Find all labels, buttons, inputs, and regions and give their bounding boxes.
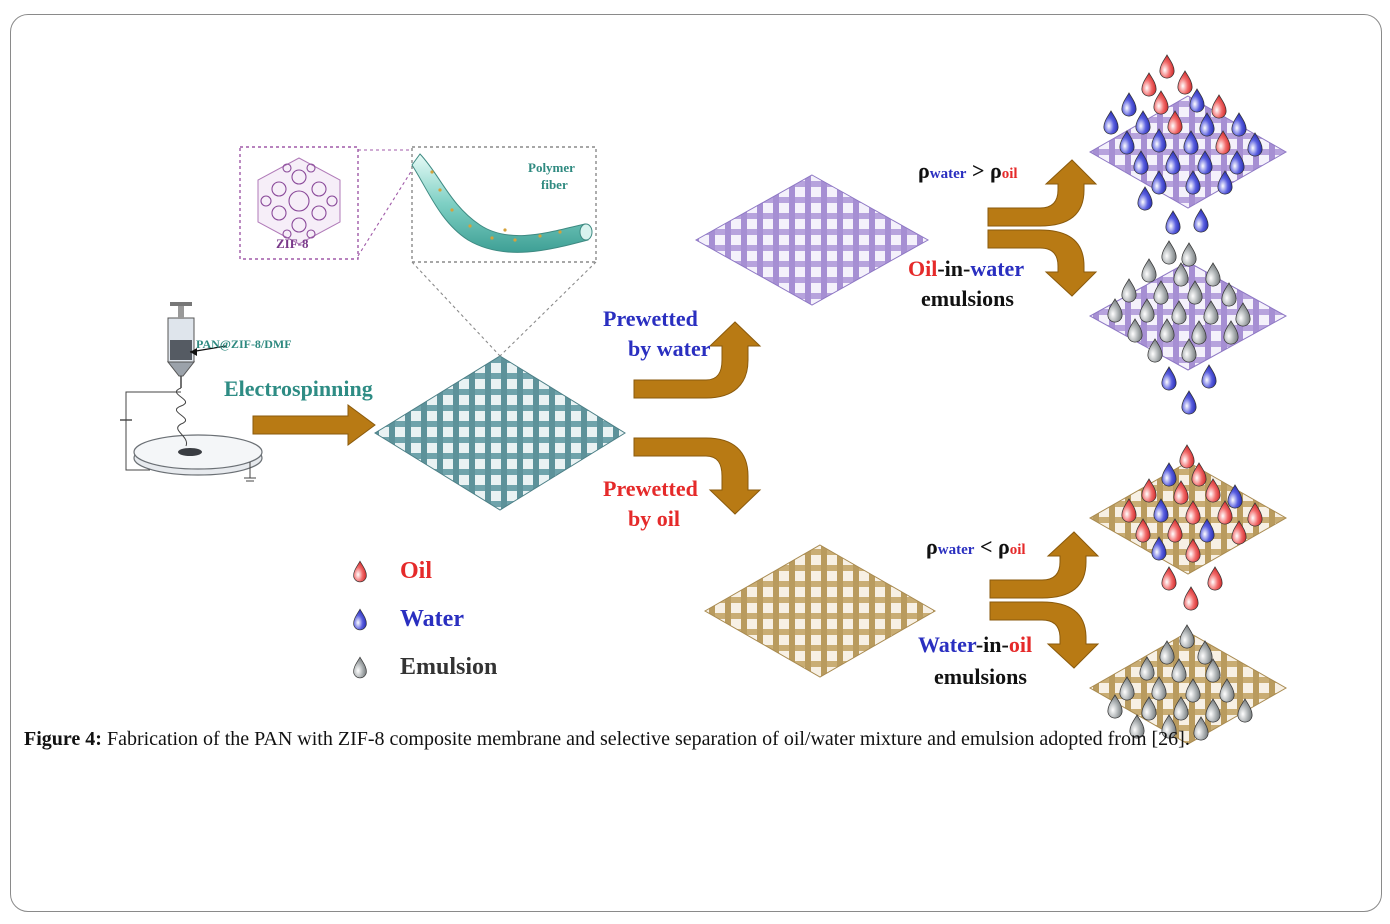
density-upper-rho1: ρ [918, 158, 930, 183]
membrane-gold [703, 544, 937, 678]
density-lower-rho1: ρ [926, 534, 938, 559]
caption-label: Figure 4: [24, 728, 102, 750]
legend-emulsion-icon [353, 656, 367, 679]
prewetted-oil-line1: Prewetted [603, 476, 698, 501]
prewetted-water-line2: by water [628, 336, 711, 361]
density-lower-water: water [937, 542, 975, 558]
water-in-oil-part2: -in- [975, 632, 1009, 657]
polymer-fiber-inset [411, 146, 597, 263]
water-in-oil-line2: emulsions [934, 664, 1027, 689]
legend-oil-icon [353, 560, 367, 583]
oil-in-water-part2: -in- [937, 256, 971, 281]
figure-frame [10, 14, 1382, 912]
polymer-fiber-label-1: Polymer [528, 160, 575, 175]
water-in-oil-part3: oil [1008, 632, 1033, 657]
membrane-purple [694, 174, 930, 306]
density-lower-op: < [979, 534, 993, 559]
legend-water-label: Water [400, 606, 464, 632]
zoom-lines [411, 261, 597, 357]
density-upper: ρwater > ρoil [918, 158, 1018, 184]
oil-in-water-line1: Oil-in-water [908, 256, 1024, 282]
flow-arrows [252, 159, 1100, 669]
caption-text: Fabrication of the PAN with ZIF-8 compos… [101, 728, 1190, 750]
density-upper-op: > [971, 158, 985, 183]
oil-in-water-part1: Oil [908, 256, 938, 281]
prewetted-oil-line2: by oil [628, 506, 680, 531]
water-in-oil-line1: Water-in-oil [918, 632, 1032, 658]
density-upper-water: water [929, 166, 967, 182]
inset-connectors [357, 149, 413, 257]
density-lower-oil: oil [1009, 542, 1026, 558]
syringe-label: PAN@ZIF-8/DMF [196, 337, 292, 351]
oil-in-water-part3: water [970, 256, 1025, 281]
electrospinning-label: Electrospinning [224, 376, 373, 401]
water-in-oil-part1: Water [918, 632, 976, 657]
density-lower: ρwater < ρoil [926, 534, 1026, 560]
prewetted-water-line1: Prewetted [603, 306, 698, 331]
figure-caption: Figure 4: Fabrication of the PAN with ZI… [24, 724, 1374, 754]
legend-water-icon [353, 608, 367, 631]
density-upper-rho2: ρ [989, 158, 1002, 183]
density-lower-rho2: ρ [997, 534, 1010, 559]
zif8-label: ZIF-8 [276, 236, 309, 251]
legend-emulsion-label: Emulsion [400, 654, 498, 680]
legend-oil-label: Oil [400, 558, 433, 584]
membrane-teal [374, 355, 626, 511]
oil-in-water-line2: emulsions [921, 286, 1014, 311]
electrospinning-apparatus [120, 302, 263, 482]
density-upper-oil: oil [1001, 166, 1018, 182]
zif8-inset [239, 146, 359, 260]
polymer-fiber-label-2: fiber [541, 177, 568, 192]
